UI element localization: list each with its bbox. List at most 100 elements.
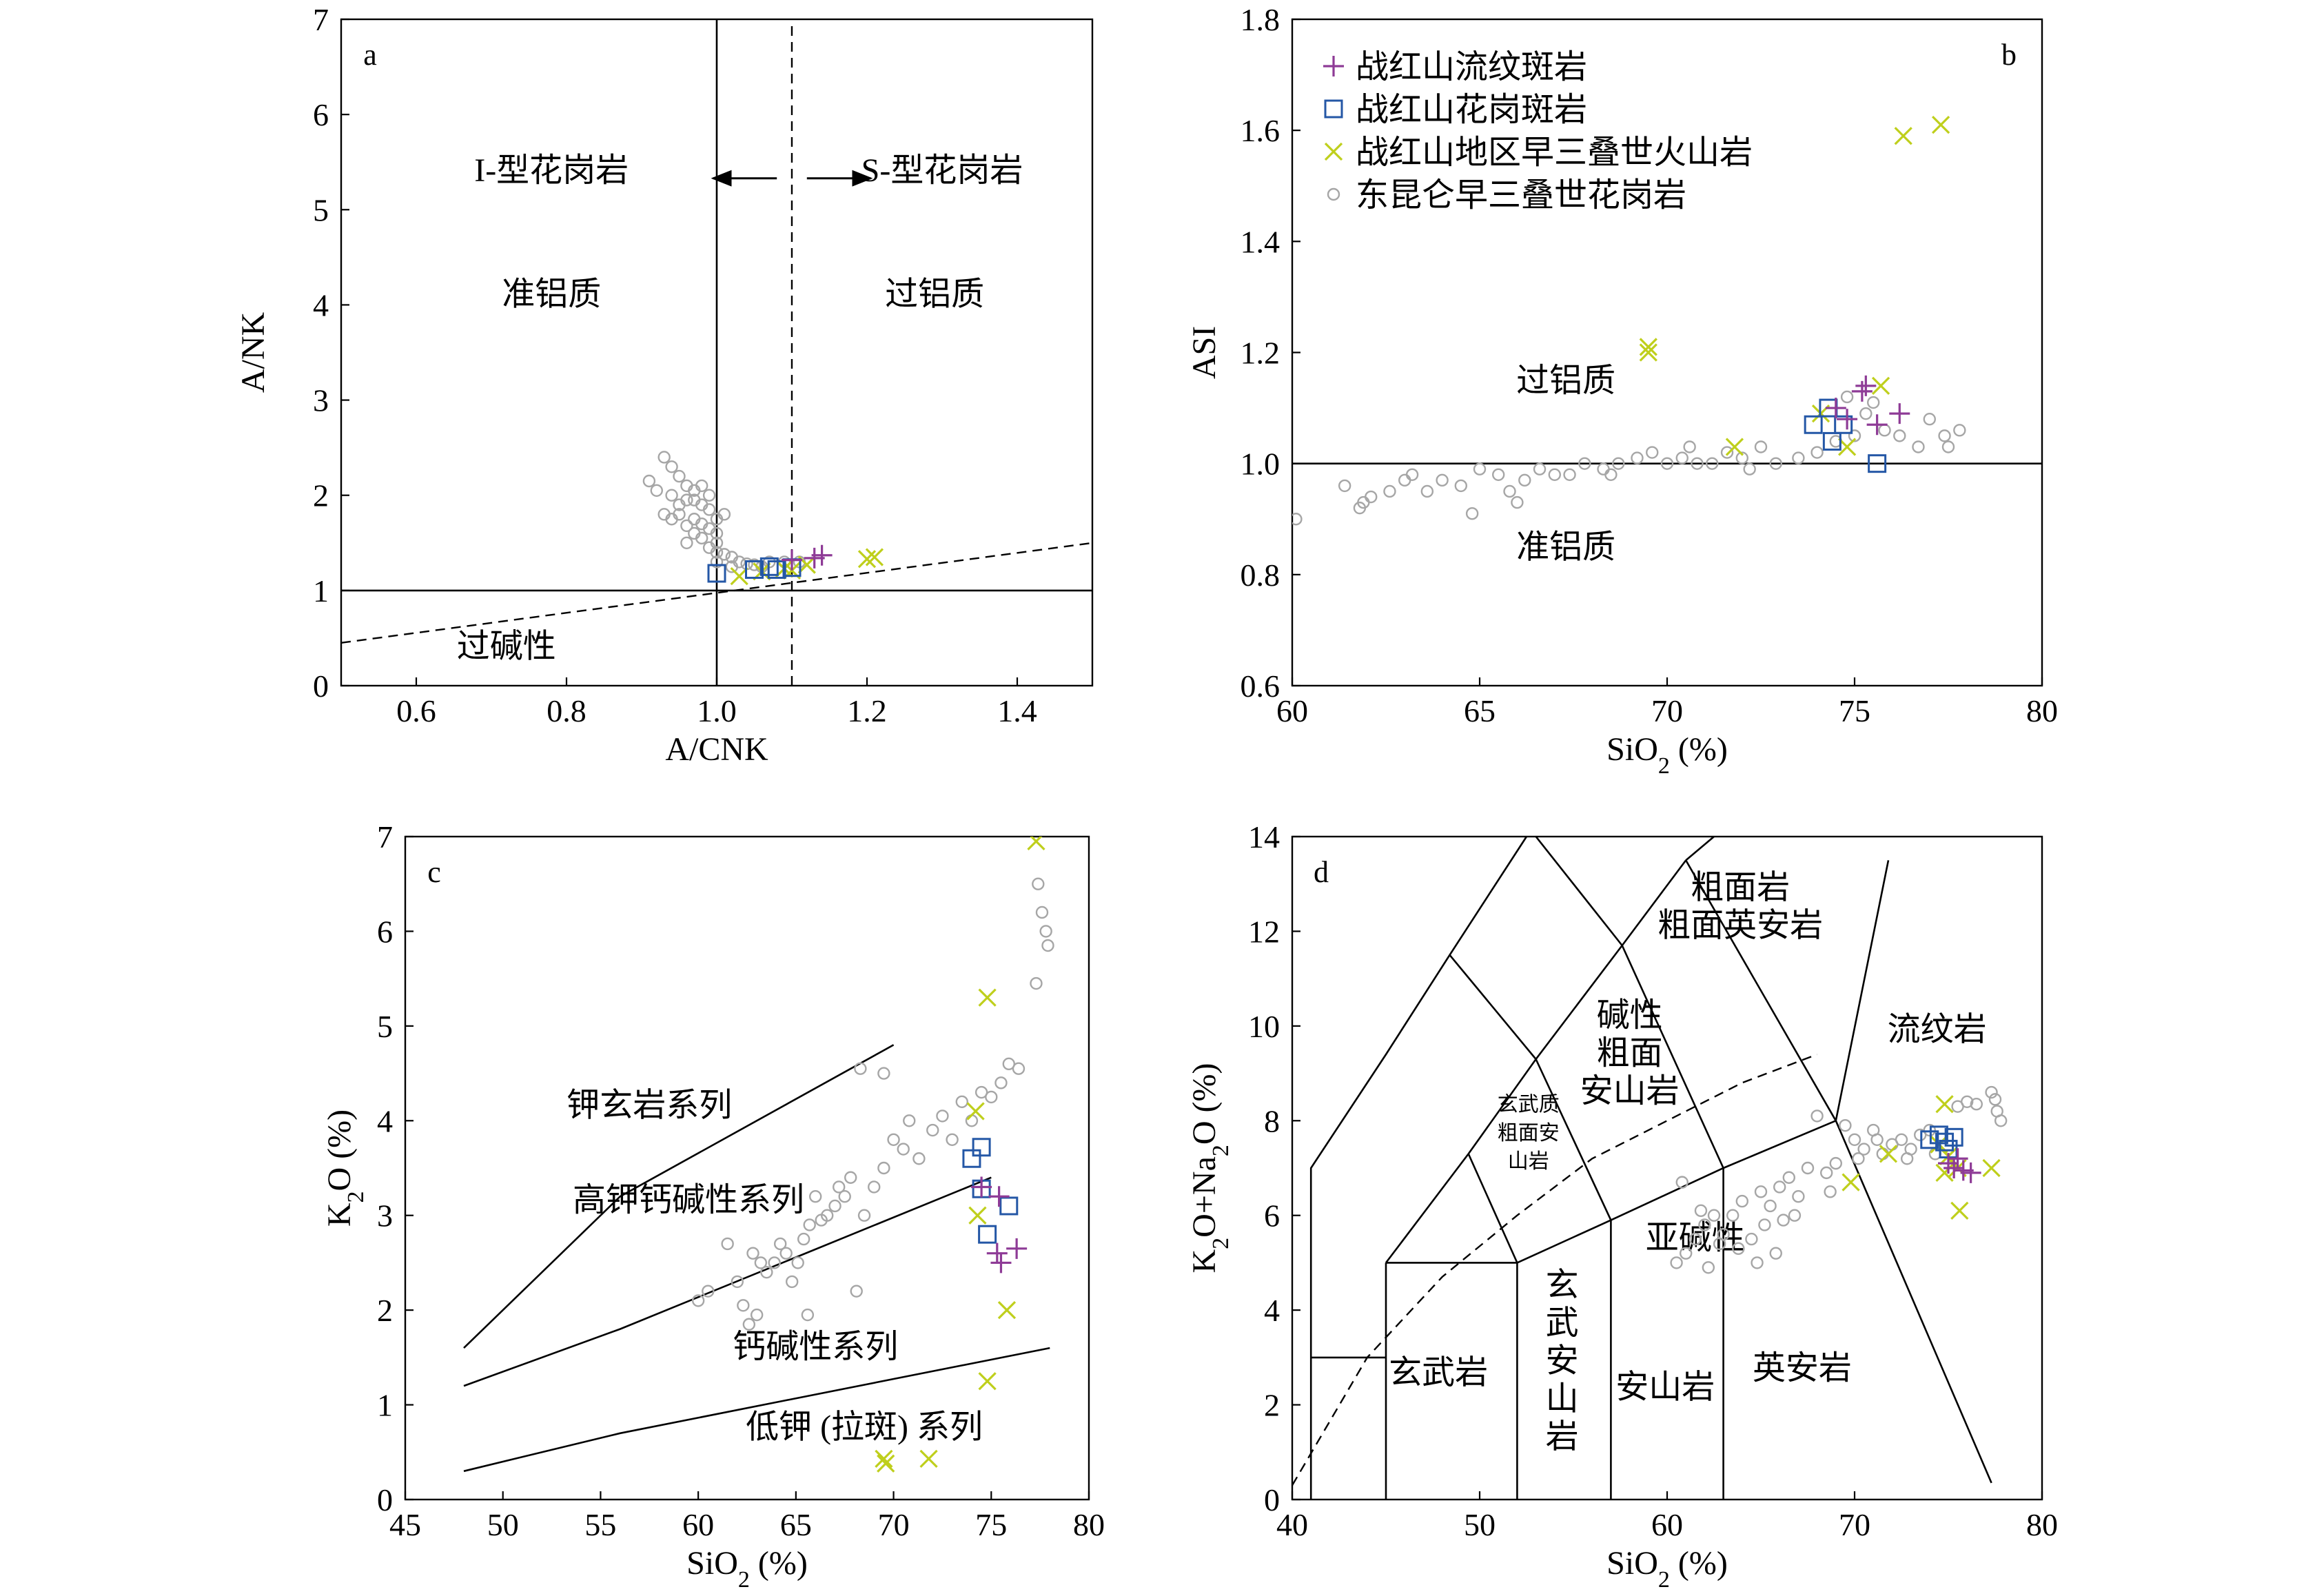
- data-point: [1837, 438, 1857, 456]
- data-point: [1810, 1109, 1824, 1123]
- x-tick-label: 75: [975, 1507, 1007, 1542]
- data-point: [1758, 1218, 1771, 1231]
- data-point: [773, 1237, 787, 1251]
- data-point: [746, 1247, 759, 1260]
- data-point: [1943, 1158, 1965, 1178]
- region-label-small: 玄武质: [1498, 1094, 1560, 1116]
- x-axis-label: SiO2 (%): [1606, 731, 1728, 779]
- y-tick-label: 1.2: [1241, 336, 1280, 371]
- x-tick-label: 60: [682, 1507, 714, 1542]
- series-rhyolite_porphyry: [1938, 1148, 1981, 1183]
- data-point: [702, 1285, 715, 1298]
- data-point: [1868, 454, 1887, 473]
- x-tick-label: 70: [1651, 693, 1683, 728]
- x-tick-label: 55: [584, 1507, 616, 1542]
- data-point: [912, 1152, 926, 1165]
- region-label: 安山岩: [1580, 1073, 1680, 1109]
- data-point: [717, 508, 731, 521]
- series-rhyolite_porphyry: [1825, 375, 1910, 436]
- data-point: [1935, 1132, 1955, 1152]
- data-point: [1829, 1156, 1843, 1170]
- data-point: [1365, 490, 1378, 504]
- data-point: [742, 1318, 756, 1331]
- data-point: [1383, 484, 1396, 498]
- data-point: [710, 546, 724, 559]
- data-point: [650, 484, 663, 498]
- data-point: [680, 519, 693, 533]
- y-tick-label: 4: [313, 287, 329, 323]
- data-point: [1436, 473, 1449, 487]
- y-axis-label: K2O (%): [321, 1109, 369, 1227]
- data-point: [1688, 1232, 1702, 1246]
- data-point: [1895, 1133, 1908, 1146]
- x-tick-label: 50: [1464, 1507, 1496, 1542]
- x-tick-label: 1.4: [997, 693, 1037, 728]
- x-tick-label: 80: [2026, 693, 2058, 728]
- data-point: [791, 1256, 804, 1269]
- data-point: [821, 1209, 834, 1222]
- region-label: 粗面岩: [1691, 869, 1790, 906]
- data-point: [877, 1067, 890, 1080]
- data-point: [1859, 407, 1873, 420]
- y-tick-label: 1: [313, 573, 329, 608]
- data-point: [971, 1176, 992, 1198]
- data-point: [1745, 1232, 1758, 1246]
- data-point: [811, 544, 833, 566]
- data-point: [1675, 451, 1688, 464]
- data-point: [665, 460, 678, 473]
- region-label: 准铝质: [502, 276, 601, 312]
- data-point: [1950, 1201, 1969, 1220]
- data-point: [1357, 495, 1370, 509]
- boundary-lines: [463, 1044, 1050, 1473]
- data-point: [1035, 906, 1049, 919]
- region-label: 钾玄岩系列: [567, 1087, 732, 1123]
- boundary-line: [1309, 837, 1528, 1500]
- data-point: [1012, 1062, 1026, 1075]
- data-point: [1578, 457, 1591, 470]
- x-tick-label: 0.6: [396, 693, 436, 728]
- y-axis-label: A/NK: [235, 312, 272, 393]
- y-axis-label: ASI: [1186, 326, 1223, 379]
- data-point: [1006, 1238, 1028, 1259]
- data-point: [1866, 396, 1880, 409]
- series-granite_porphyry: [1920, 1125, 1963, 1159]
- data-point: [1773, 1180, 1786, 1194]
- boundary-line: [1835, 860, 1890, 1121]
- x-tick-label: 50: [487, 1507, 519, 1542]
- data-point: [745, 560, 764, 579]
- data-point: [1947, 1148, 1968, 1169]
- region-label: 山: [1546, 1380, 1579, 1417]
- y-tick-label: 7: [313, 2, 329, 37]
- data-point: [642, 474, 656, 488]
- data-point: [1518, 473, 1531, 487]
- x-tick-label: 40: [1276, 1507, 1308, 1542]
- data-point: [721, 1237, 734, 1251]
- region-label: 岩: [1546, 1418, 1579, 1455]
- x-tick-label: 0.8: [547, 693, 586, 728]
- data-point: [779, 1247, 793, 1260]
- data-point: [1754, 1185, 1768, 1198]
- data-point: [978, 1225, 997, 1244]
- legend-label: 战红山流纹斑岩: [1356, 49, 1587, 85]
- data-point: [691, 1294, 705, 1307]
- data-point: [1706, 457, 1719, 470]
- y-tick-label: 0: [313, 668, 329, 704]
- data-point: [1563, 468, 1576, 481]
- data-point: [750, 1308, 764, 1322]
- data-point: [782, 549, 802, 571]
- data-point: [702, 489, 716, 502]
- data-point: [978, 988, 997, 1007]
- data-point: [702, 503, 716, 516]
- data-points: [691, 837, 1054, 1473]
- data-point: [1769, 1247, 1782, 1260]
- x-axis-label: A/CNK: [665, 731, 768, 768]
- data-point: [1398, 473, 1411, 487]
- data-point: [767, 560, 786, 579]
- y-tick-label: 2: [313, 478, 329, 513]
- legend-label: 战红山地区早三叠世火山岩: [1356, 134, 1753, 171]
- region-label: 玄: [1546, 1267, 1579, 1304]
- boundary-line: [463, 1044, 895, 1349]
- panel-letter: b: [2001, 38, 2017, 72]
- data-point: [1960, 1162, 1981, 1183]
